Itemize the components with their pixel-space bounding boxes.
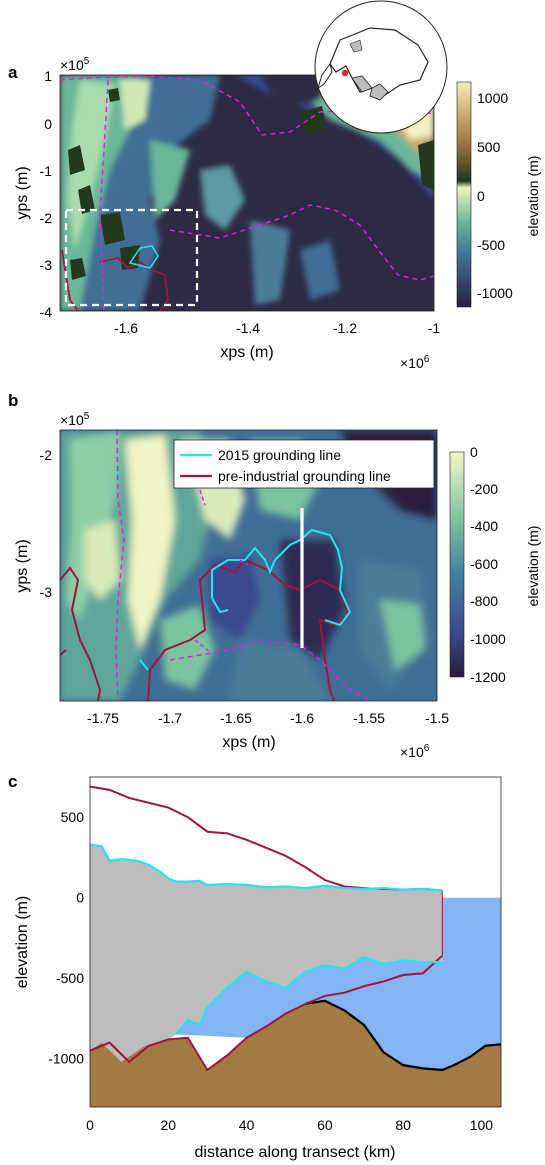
panel-a-ytick: 1 — [44, 68, 52, 84]
panel-b-colorbar — [449, 451, 465, 678]
inset-location-marker — [341, 69, 349, 77]
panel-a-colorbar-ticks: 1000 500 0 -500 -1000 — [477, 90, 513, 301]
grounding-line-2015-surface — [89, 843, 443, 892]
panel-a-yticks: 1 0 -1 -2 -3 -4 — [40, 68, 53, 320]
panel-c-plot — [89, 785, 502, 1107]
antarctica-inset — [314, 0, 448, 134]
panel-b-xtick: -1.65 — [220, 710, 252, 726]
panel-a-cbar-tick: -1000 — [477, 285, 513, 301]
panel-c-ytick: -500 — [56, 970, 84, 986]
panel-b-cbar-tick: -400 — [470, 518, 498, 534]
panel-b-ylabel: yps (m) — [14, 539, 31, 592]
panel-c-ytick: -1000 — [48, 1051, 84, 1067]
panel-b-legend: 2015 grounding line pre-industrial groun… — [173, 439, 435, 489]
panel-a-colorbar — [456, 81, 472, 308]
panel-a-ytick: -4 — [40, 304, 53, 320]
grounding-line-2015-base — [175, 956, 443, 1036]
panel-b-map: 2015 grounding line pre-industrial groun… — [60, 430, 437, 701]
panel-c-letter: c — [8, 772, 17, 791]
panel-b-ytick: -2 — [40, 447, 53, 463]
panel-b-xticks: -1.75 -1.7 -1.65 -1.6 -1.55 -1.5 — [87, 710, 449, 726]
panel-b-cbar-tick: 0 — [470, 444, 478, 460]
ice-shelf-area — [90, 844, 443, 1062]
panel-a-cbar-tick: 0 — [477, 188, 485, 204]
panel-a-ytick: -3 — [40, 257, 53, 273]
panel-c-ylabel: elevation (m) — [14, 896, 31, 988]
panel-b-cbar-tick: -200 — [470, 481, 498, 497]
panel-b-cbar-tick: -800 — [470, 593, 498, 609]
panel-b-extent-box — [64, 208, 199, 307]
panel-b-colorbar-label: elevation (m) — [525, 526, 541, 607]
panel-a: a — [8, 0, 541, 371]
panel-b: b — [8, 391, 541, 760]
panel-a-cbar-tick: 1000 — [477, 90, 508, 106]
panel-b-xlabel: xps (m) — [222, 734, 275, 751]
panel-b-cbar-tick: -600 — [470, 556, 498, 572]
panel-c-xtick: 80 — [395, 1117, 411, 1133]
panel-a-xtick: -1.4 — [236, 320, 260, 336]
panel-b-x-exponent: ×106 — [400, 743, 430, 760]
panel-c-ytick: 0 — [76, 890, 84, 906]
panel-c-xtick: 40 — [239, 1117, 255, 1133]
panel-a-xtick: -1.2 — [333, 320, 357, 336]
panel-c-ytick: 500 — [61, 809, 85, 825]
panel-a-xlabel: xps (m) — [220, 344, 273, 361]
panel-b-cbar-tick: -1200 — [470, 669, 506, 685]
legend-item-pre-industrial-grounding-line: pre-industrial grounding line — [218, 468, 391, 484]
panel-b-y-exponent: ×105 — [60, 411, 90, 428]
panel-b-cbar-tick: -1000 — [470, 631, 506, 647]
panel-c-ticks: 0 20 40 60 80 100 500 0 -500 -1000 — [48, 809, 493, 1133]
panel-b-colorbar-ticks: 0 -200 -400 -600 -800 -1000 -1200 — [470, 444, 506, 685]
panel-a-xtick: -1.6 — [114, 320, 138, 336]
panel-a-ytick: -2 — [40, 210, 53, 226]
panel-a-ytick: 0 — [44, 116, 52, 132]
panel-a-xtick: -1 — [428, 320, 441, 336]
panel-a-cbar-tick: -500 — [477, 237, 505, 253]
panel-c-xtick: 0 — [86, 1117, 94, 1133]
panel-b-yticks: -2 -3 — [40, 447, 53, 600]
bed-line — [305, 999, 502, 1072]
panel-c-xtick: 100 — [470, 1117, 494, 1133]
legend-item-2015-grounding-line: 2015 grounding line — [218, 447, 341, 463]
bedrock-area — [90, 1000, 501, 1107]
panel-b-ytick: -3 — [40, 584, 53, 600]
panel-a-xticks: -1.6 -1.4 -1.2 -1 — [114, 320, 440, 336]
panel-a-letter: a — [8, 63, 18, 82]
panel-c-xtick: 60 — [317, 1117, 333, 1133]
ocean-area — [176, 897, 501, 1070]
panel-b-xtick: -1.55 — [353, 710, 385, 726]
panel-b-xtick: -1.75 — [87, 710, 119, 726]
panel-b-xtick: -1.7 — [158, 710, 182, 726]
panel-b-xtick: -1.5 — [425, 710, 449, 726]
panel-a-cbar-tick: 500 — [477, 139, 501, 155]
pre-industrial-base-line — [89, 954, 443, 1072]
panel-a-colorbar-label: elevation (m) — [525, 156, 541, 237]
panel-c-xlabel: distance along transect (km) — [195, 1144, 396, 1161]
panel-c-xtick: 20 — [160, 1117, 176, 1133]
panel-a-ytick: -1 — [40, 163, 53, 179]
panel-a-y-exponent: ×105 — [60, 56, 90, 73]
panel-b-letter: b — [8, 391, 18, 410]
panel-a-x-exponent: ×106 — [400, 354, 430, 371]
panel-c: c 0 20 40 60 80 100 500 0 -500 -1000 distance alo… — [8, 772, 502, 1161]
panel-b-xtick: -1.6 — [290, 710, 314, 726]
panel-a-ylabel: yps (m) — [14, 166, 31, 219]
